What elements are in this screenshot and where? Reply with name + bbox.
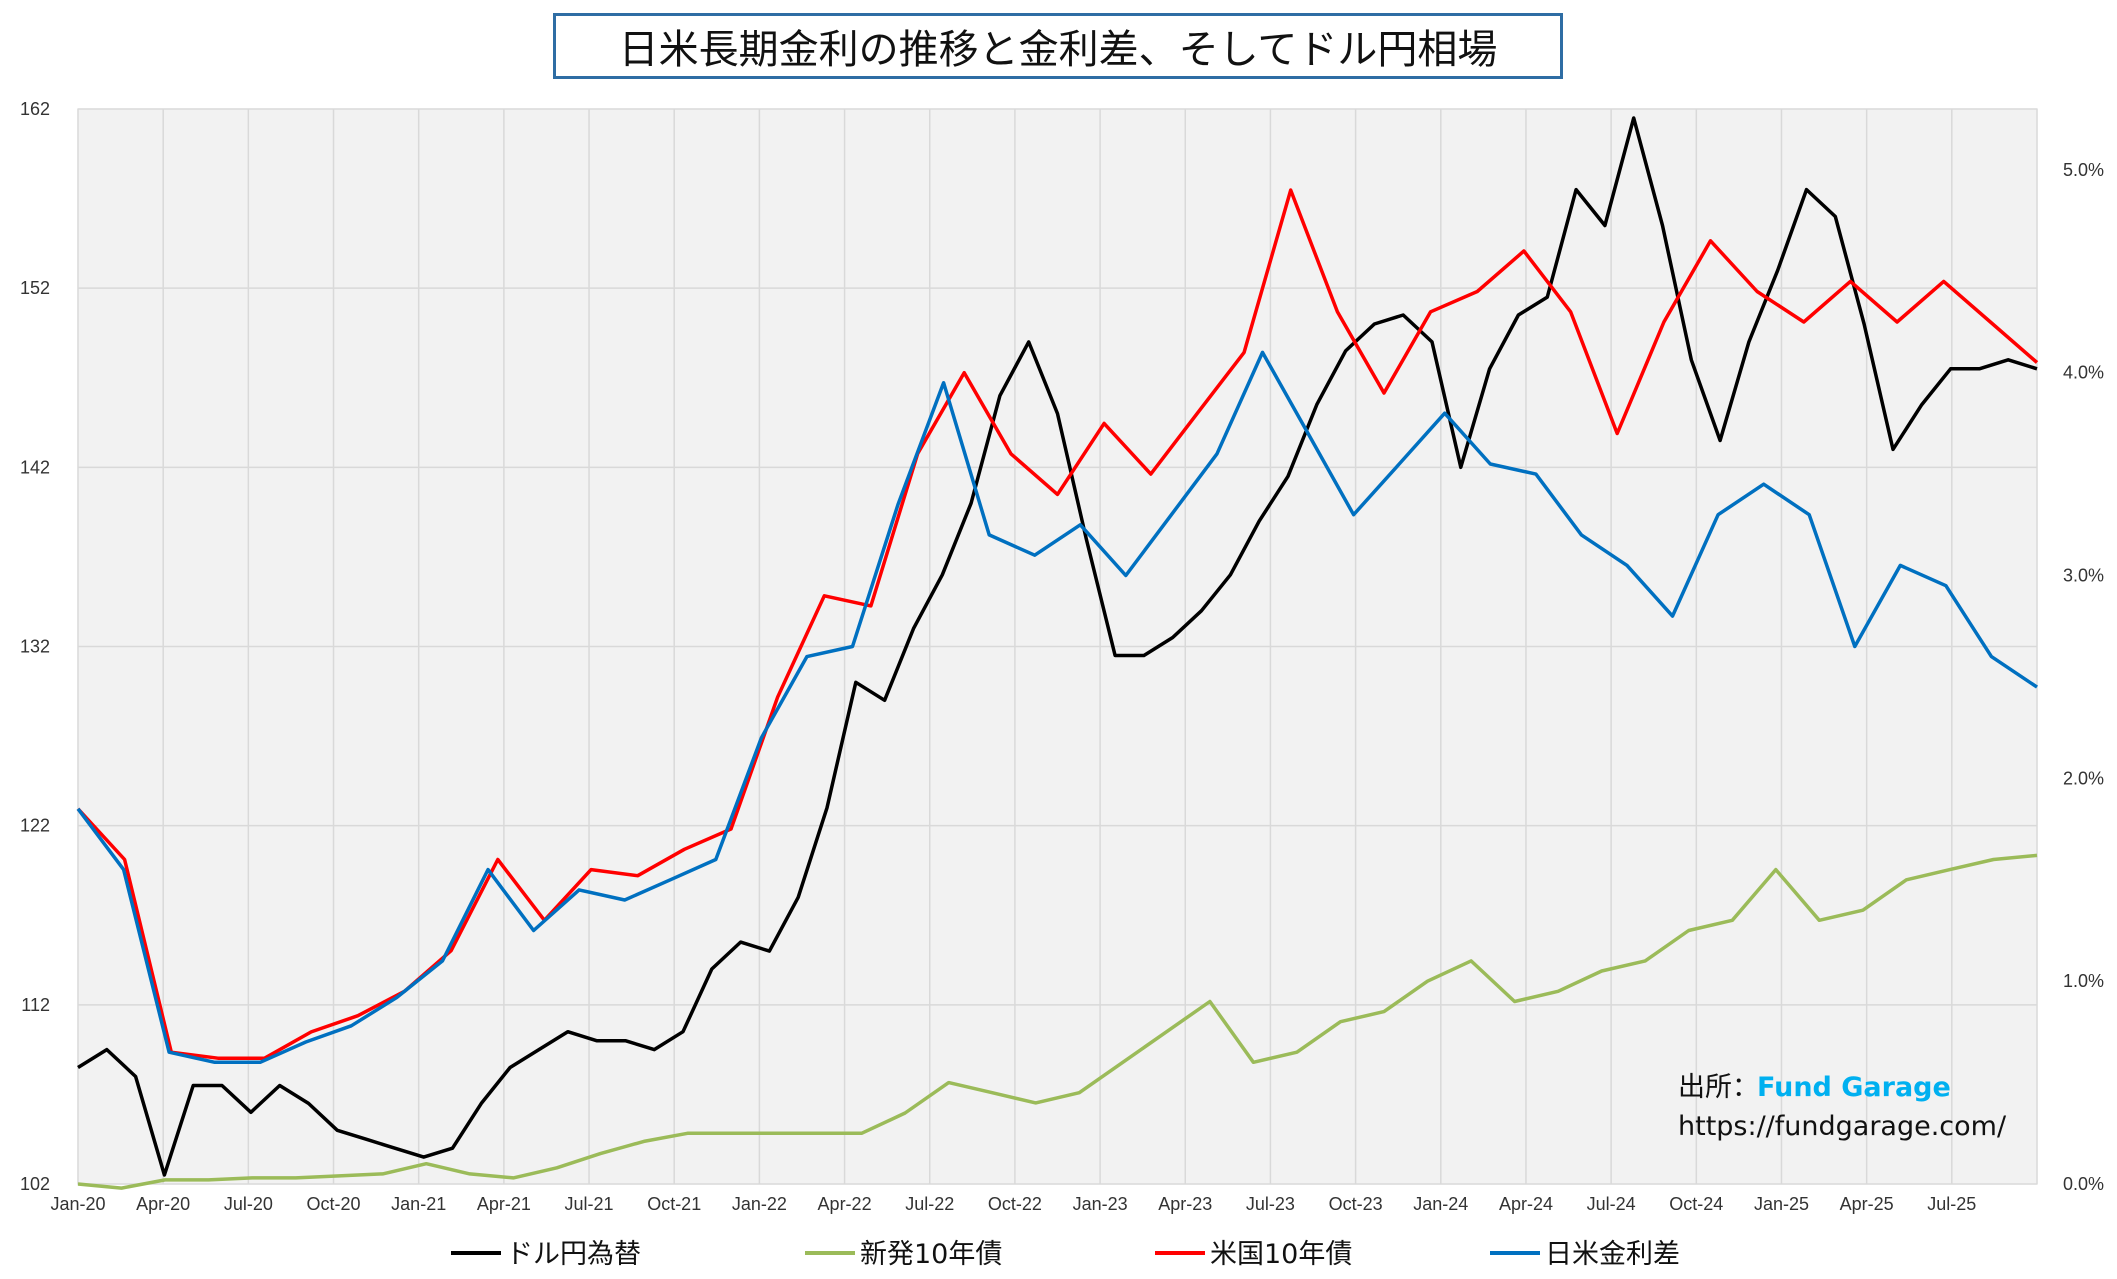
y-right-tick-label: 2.0% — [2063, 768, 2104, 788]
series-line — [77, 116, 2038, 1177]
x-tick-label: Jan-24 — [1413, 1194, 1468, 1214]
legend-label: ドル円為替 — [506, 1239, 641, 1270]
x-tick-label: Apr-21 — [477, 1194, 531, 1214]
x-tick-label: Jan-25 — [1754, 1194, 1809, 1214]
series-line — [77, 853, 2038, 1190]
x-tick-label: Jan-23 — [1073, 1194, 1128, 1214]
x-tick-label: Jul-24 — [1587, 1194, 1636, 1214]
y-left-tick-label: 102 — [20, 1174, 50, 1194]
x-tick-label: Jul-23 — [1246, 1194, 1295, 1214]
y-right-tick-label: 5.0% — [2063, 160, 2104, 180]
y-left-tick-label: 162 — [20, 99, 50, 119]
y-left-tick-label: 142 — [20, 457, 50, 477]
y-left-tick-label: 112 — [21, 995, 50, 1015]
x-tick-label: Apr-24 — [1499, 1194, 1553, 1214]
y-left-tick-label: 122 — [20, 816, 50, 836]
chart-title: 日米長期金利の推移と金利差、そしてドル円相場 — [553, 13, 1563, 79]
x-tick-label: Apr-22 — [818, 1194, 872, 1214]
x-tick-label: Apr-23 — [1158, 1194, 1212, 1214]
x-tick-label: Jul-22 — [905, 1194, 954, 1214]
x-tick-label: Jan-20 — [50, 1194, 105, 1214]
series-line — [76, 350, 2038, 1065]
axis-ticks: Jan-20 Apr-20 Jul-20 Oct-20 Jan-21 Apr-21 Jul-… — [20, 99, 2104, 1214]
legend-label: 米国10年債 — [1210, 1239, 1352, 1270]
y-right-tick-label: 1.0% — [2063, 971, 2104, 991]
x-tick-label: Oct-20 — [307, 1194, 361, 1214]
y-right-tick-label: 3.0% — [2063, 566, 2104, 586]
source-label: 出所： — [1678, 1072, 1759, 1103]
x-tick-label: Jul-21 — [565, 1194, 614, 1214]
source-brand: Fund Garage — [1757, 1072, 1951, 1103]
y-left-tick-label: 152 — [20, 278, 50, 298]
y-left-tick-label: 132 — [20, 637, 50, 657]
x-tick-label: Oct-21 — [647, 1194, 701, 1214]
x-tick-label: Oct-22 — [988, 1194, 1042, 1214]
source-url: https://fundgarage.com/ — [1678, 1111, 2007, 1142]
x-tick-label: Jul-25 — [1927, 1194, 1976, 1214]
x-tick-label: Jul-20 — [224, 1194, 273, 1214]
legend-label: 新発10年債 — [860, 1239, 1002, 1270]
y-right-tick-label: 0.0% — [2063, 1174, 2104, 1194]
legend-label: 日米金利差 — [1545, 1239, 1680, 1270]
x-tick-label: Jan-21 — [391, 1194, 446, 1214]
x-tick-label: Jan-22 — [732, 1194, 787, 1214]
x-tick-label: Apr-25 — [1840, 1194, 1894, 1214]
x-tick-label: Apr-20 — [136, 1194, 190, 1214]
y-right-tick-label: 4.0% — [2063, 363, 2104, 383]
x-tick-label: Oct-24 — [1669, 1194, 1723, 1214]
series-lines — [76, 116, 2039, 1190]
legend: ドル円為替 新発10年債 米国10年債 日米金利差 — [451, 1239, 1680, 1270]
x-tick-label: Oct-23 — [1329, 1194, 1383, 1214]
gridlines — [77, 108, 2038, 1185]
